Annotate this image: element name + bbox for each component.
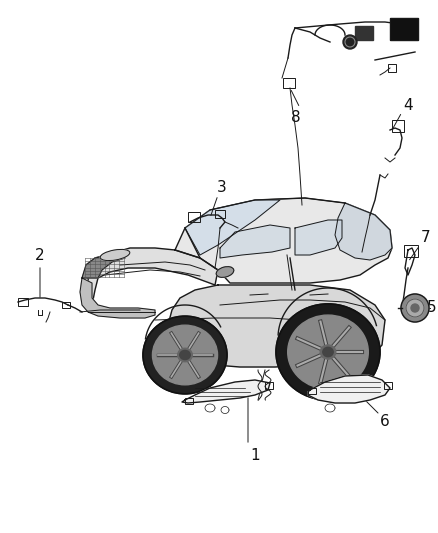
Ellipse shape (216, 266, 234, 277)
Text: 8: 8 (291, 110, 301, 125)
Polygon shape (182, 380, 270, 403)
Polygon shape (335, 203, 392, 260)
Bar (392, 120, 404, 132)
Polygon shape (175, 198, 392, 283)
Bar (308, 388, 316, 394)
Bar (215, 210, 225, 218)
Bar (62, 302, 70, 308)
Bar (185, 398, 193, 404)
Ellipse shape (276, 304, 380, 400)
Bar (265, 382, 273, 389)
Bar (390, 18, 418, 40)
Bar (355, 26, 373, 40)
Polygon shape (80, 278, 155, 318)
Polygon shape (185, 200, 280, 255)
Ellipse shape (143, 316, 227, 394)
Text: 7: 7 (421, 230, 431, 246)
Text: 5: 5 (427, 301, 437, 316)
Ellipse shape (180, 350, 190, 360)
Polygon shape (220, 225, 290, 258)
Polygon shape (86, 248, 218, 305)
Ellipse shape (323, 348, 333, 357)
Polygon shape (168, 285, 385, 367)
Ellipse shape (152, 325, 218, 385)
Circle shape (406, 299, 424, 317)
Ellipse shape (100, 249, 130, 261)
Text: 6: 6 (380, 415, 390, 430)
Bar (283, 78, 295, 88)
Polygon shape (82, 255, 125, 278)
Bar (388, 64, 396, 72)
Bar (384, 382, 392, 389)
Bar (18, 298, 28, 306)
Ellipse shape (288, 315, 368, 389)
Polygon shape (295, 220, 342, 255)
Text: 2: 2 (35, 247, 45, 262)
Text: 1: 1 (250, 448, 260, 463)
Circle shape (343, 35, 357, 49)
Text: 3: 3 (217, 181, 227, 196)
Text: 4: 4 (403, 98, 413, 112)
Bar (404, 245, 418, 257)
Polygon shape (308, 375, 390, 403)
Bar (390, 18, 418, 40)
Ellipse shape (320, 345, 336, 359)
Circle shape (401, 294, 429, 322)
Circle shape (411, 304, 419, 312)
Bar (188, 212, 200, 222)
Ellipse shape (178, 348, 192, 362)
